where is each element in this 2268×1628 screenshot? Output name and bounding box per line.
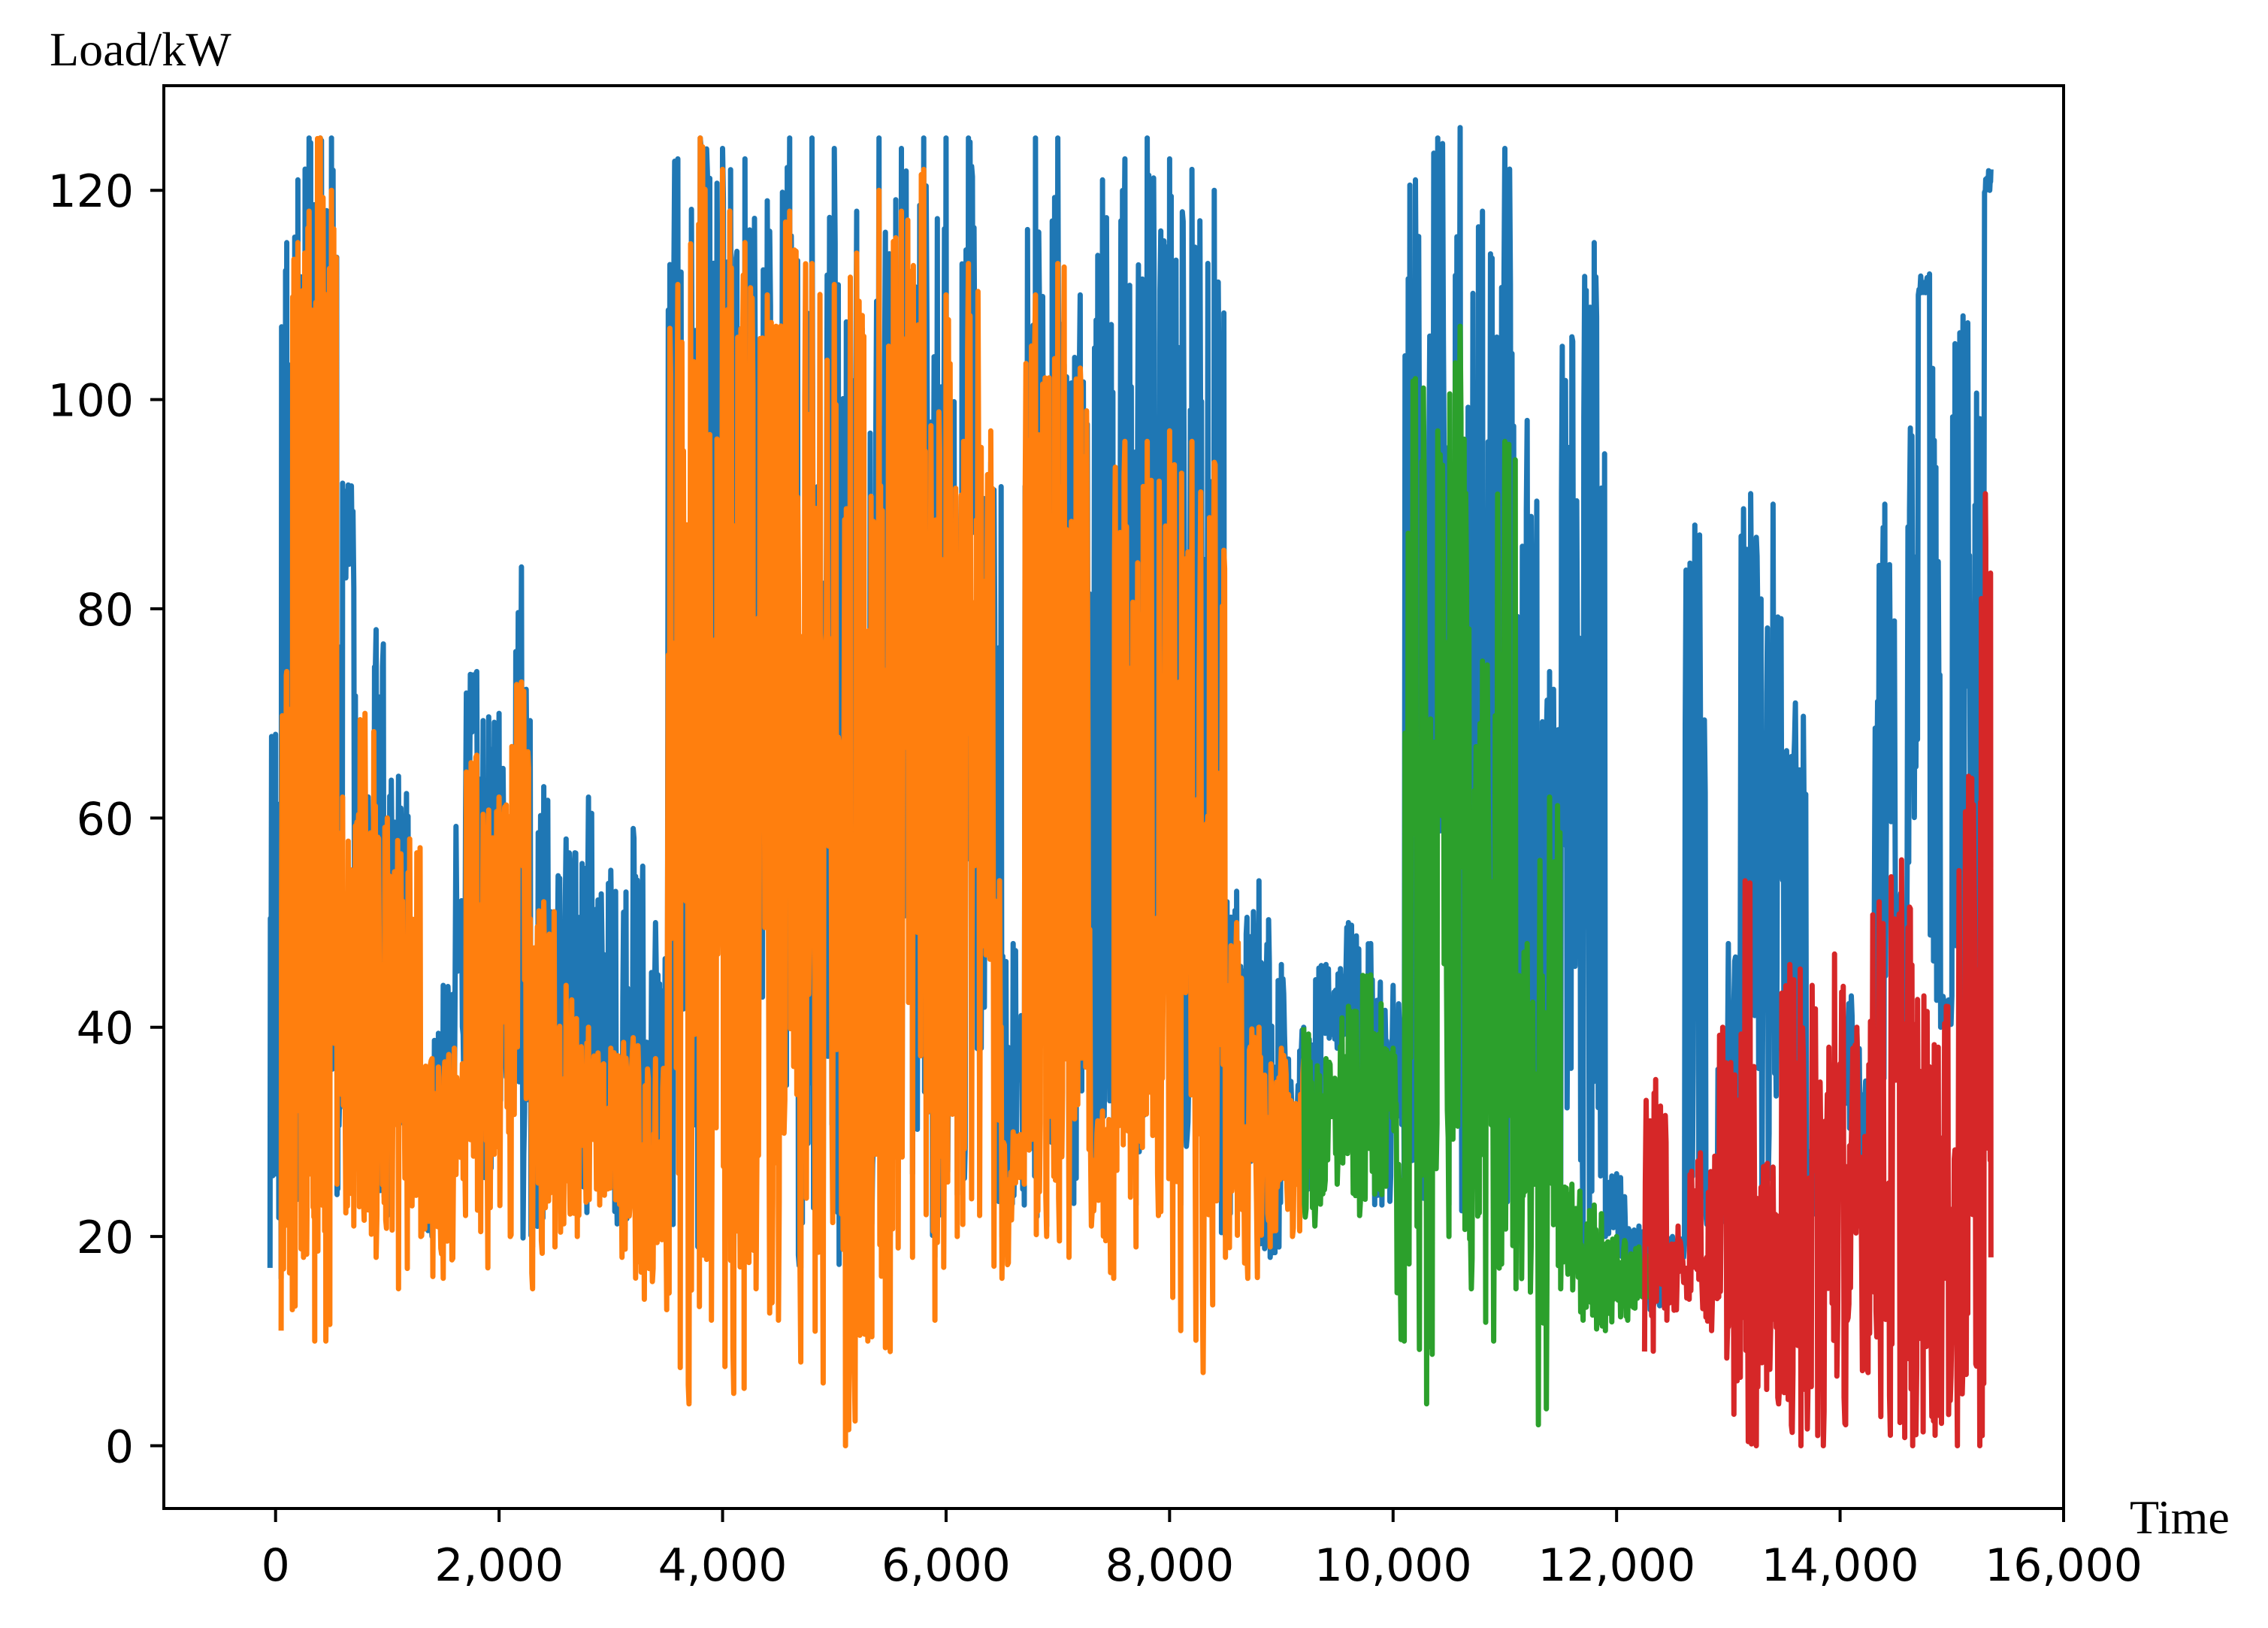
y-tick-label: 0 xyxy=(105,1421,134,1473)
x-axis-ticks: 0 2,000 4,000 6,000 8,000 10,000 12,000 14,000 1… xyxy=(262,1508,2143,1592)
y-tick-label: 20 xyxy=(77,1212,134,1264)
y-axis-label: Load/kW xyxy=(50,23,231,76)
x-tick-label: 14,000 xyxy=(1761,1539,1919,1592)
y-tick-label: 80 xyxy=(77,584,134,637)
y-tick-label: 40 xyxy=(77,1003,134,1055)
x-tick-label: 16,000 xyxy=(1985,1539,2143,1592)
x-tick-label: 10,000 xyxy=(1314,1539,1472,1592)
y-axis-ticks: 0 20 40 60 80 100 120 xyxy=(47,165,164,1473)
series-line-2 xyxy=(278,135,1307,1448)
x-tick-label: 2,000 xyxy=(434,1539,564,1592)
plot-area xyxy=(267,125,1994,1448)
series-line-3 xyxy=(1301,323,1653,1428)
x-tick-label: 8,000 xyxy=(1105,1539,1234,1592)
x-tick-label: 4,000 xyxy=(658,1539,788,1592)
x-tick-label: 0 xyxy=(262,1539,290,1592)
series-line-4 xyxy=(1641,491,1994,1448)
y-tick-label: 120 xyxy=(47,165,134,218)
x-axis-label: Time xyxy=(2130,1490,2230,1544)
plot-frame xyxy=(162,84,2065,1510)
x-tick-label: 12,000 xyxy=(1538,1539,1695,1592)
y-tick-label: 60 xyxy=(77,793,134,846)
x-tick-label: 6,000 xyxy=(881,1539,1011,1592)
y-tick-label: 100 xyxy=(47,375,134,428)
series-layer xyxy=(267,125,1994,1448)
